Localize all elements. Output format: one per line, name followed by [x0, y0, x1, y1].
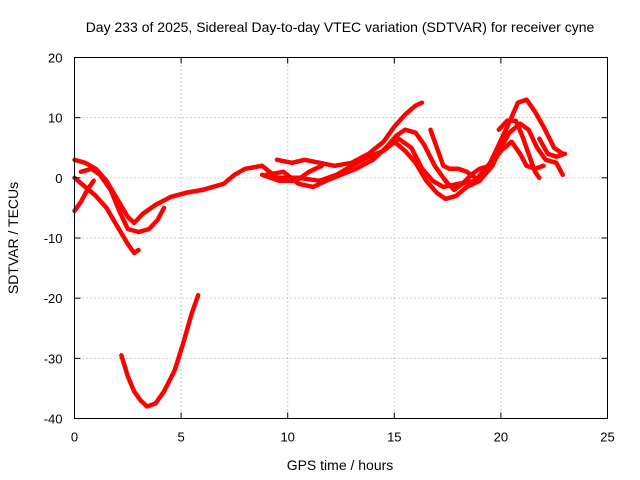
chart-title: Day 233 of 2025, Sidereal Day-to-day VTE…: [86, 19, 595, 35]
y-tick-label: -40: [44, 412, 63, 427]
series-track-f: [264, 127, 546, 193]
y-tick-label: -30: [44, 351, 63, 366]
series-track-c: [78, 166, 167, 235]
series-track-g: [259, 163, 325, 184]
x-axis-label: GPS time / hours: [287, 457, 394, 473]
x-tick-label: 20: [494, 430, 508, 445]
plot-frame: [74, 57, 608, 419]
x-tick-label: 15: [387, 430, 401, 445]
series-track-d: [72, 178, 96, 214]
x-tick-label: 25: [600, 430, 614, 445]
y-tick-label: 10: [48, 111, 62, 126]
axis-ticks: 0 5 10 15 20 25 -40 -30 -20 -10 0 10 20: [44, 51, 615, 445]
series-track-k: [537, 136, 568, 160]
series-track-e: [274, 100, 425, 169]
gridlines: [74, 57, 608, 419]
x-tick-label: 10: [280, 430, 294, 445]
series-track-i: [428, 127, 478, 181]
y-tick-label: 0: [55, 171, 62, 186]
y-tick-label: -10: [44, 231, 63, 246]
y-axis-label: SDTVAR / TECUs: [5, 182, 21, 294]
x-tick-label: 0: [71, 430, 78, 445]
series-track-h: [392, 121, 565, 202]
y-tick-label: -20: [44, 291, 63, 306]
y-tick-label: 20: [48, 51, 62, 66]
series-track-l: [119, 292, 201, 409]
series-group: [72, 97, 568, 409]
series-track-j: [496, 118, 542, 181]
x-tick-label: 5: [177, 430, 184, 445]
